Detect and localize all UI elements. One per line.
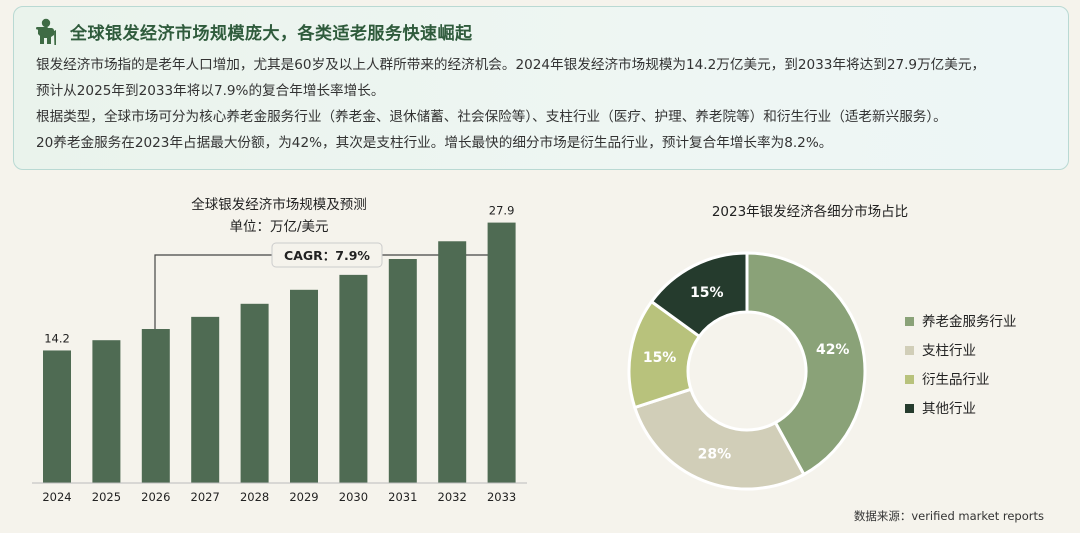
data-label: 14.2 [44, 331, 70, 345]
bar [191, 316, 220, 483]
summary-paragraph: 银发经济市场指的是老年人口增加，尤其是60岁及以上人群所带来的经济机会。2024… [36, 57, 986, 73]
summary-box: 全球银发经济市场规模庞大，各类适老服务快速崛起 银发经济市场指的是老年人口增加，… [13, 6, 1069, 170]
elderly-person-icon [36, 18, 56, 45]
legend-label: 支柱行业 [922, 343, 976, 359]
donut-slice [632, 387, 806, 491]
bar [43, 350, 71, 483]
x-tick-label: 2029 [289, 490, 318, 504]
slice-label: 15% [643, 350, 677, 366]
bar [141, 329, 170, 483]
donut-slice [745, 251, 867, 477]
bar-chart: 全球银发经济市场规模及预测 单位：万亿/美元 CAGR：7.9% 2024 14.… [32, 196, 527, 504]
data-label: 27.9 [489, 204, 515, 218]
x-tick-label: 2031 [388, 490, 417, 504]
bar [388, 259, 417, 483]
bar-chart-title: 全球银发经济市场规模及预测 [191, 196, 367, 213]
source-note: 数据来源：verified market reports [853, 509, 1044, 523]
x-tick-label: 2026 [141, 490, 170, 504]
legend-label: 养老金服务行业 [922, 314, 1017, 330]
donut-slice [649, 251, 749, 339]
donut-chart-title: 2023年银发经济各细分市场占比 [712, 203, 908, 220]
x-tick-label: 2027 [191, 490, 220, 504]
bar [438, 241, 467, 483]
cagr-label: CAGR：7.9% [284, 248, 370, 263]
legend-label: 衍生品行业 [922, 372, 990, 388]
x-tick-label: 2025 [92, 490, 121, 504]
bar-chart-subtitle: 单位：万亿/美元 [229, 219, 328, 235]
slice-label: 42% [816, 342, 850, 358]
x-tick-label: 2028 [240, 490, 269, 504]
slice-label: 15% [690, 285, 724, 301]
summary-paragraph: 预计从2025年到2033年将以7.9%的复合年增长率增长。 [36, 83, 385, 99]
legend-label: 其他行业 [922, 401, 976, 417]
bar [290, 289, 318, 483]
legend-swatch [905, 346, 914, 355]
cagr-annotation: CAGR：7.9% [154, 242, 502, 361]
slice-label: 28% [698, 446, 732, 462]
summary-title: 全球银发经济市场规模庞大，各类适老服务快速崛起 [70, 23, 473, 44]
legend-swatch [905, 404, 914, 413]
legend-swatch [905, 317, 914, 326]
legend-swatch [905, 375, 914, 384]
bar [92, 340, 121, 483]
summary-paragraph: 20养老金服务在2023年占据最大份额，为42%，其次是支柱行业。增长最快的细分… [36, 135, 833, 151]
x-tick-label: 2024 [42, 490, 71, 504]
bar [487, 222, 516, 483]
x-tick-label: 2030 [339, 490, 368, 504]
summary-title-row: 全球银发经济市场规模庞大，各类适老服务快速崛起 [32, 17, 473, 45]
x-tick-label: 2033 [487, 490, 516, 504]
donut-chart: 2023年银发经济各细分市场占比 42% 28% 15% 15% 养老金服务行业支柱行… [627, 203, 1017, 491]
bar [240, 303, 269, 483]
x-tick-label: 2032 [438, 490, 467, 504]
bar [339, 274, 368, 483]
summary-paragraph: 根据类型，全球市场可分为核心养老金服务行业（养老金、退休储蓄、社会保险等）、支柱… [36, 109, 947, 125]
